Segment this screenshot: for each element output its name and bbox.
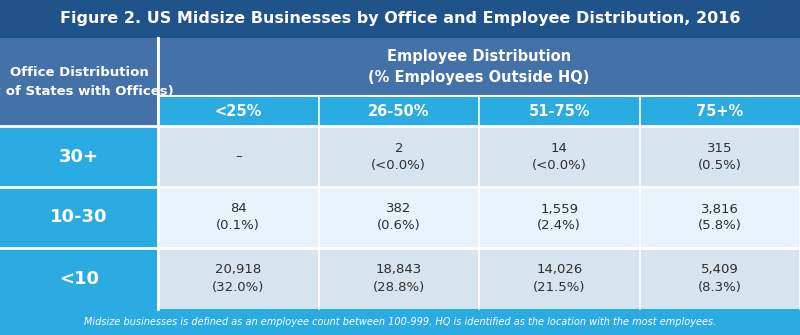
Text: 14
(<0.0%): 14 (<0.0%) <box>532 141 586 172</box>
Text: 1,559
(2.4%): 1,559 (2.4%) <box>538 202 581 232</box>
Bar <box>318 248 479 309</box>
Text: 382
(0.6%): 382 (0.6%) <box>377 202 421 232</box>
Text: 26-50%: 26-50% <box>368 104 430 119</box>
Text: –: – <box>235 150 242 163</box>
Text: 10-30: 10-30 <box>50 208 108 226</box>
Bar <box>158 38 800 96</box>
Text: 30+: 30+ <box>59 147 99 165</box>
Bar <box>158 248 318 309</box>
Text: 20,918
(32.0%): 20,918 (32.0%) <box>212 264 265 293</box>
Bar <box>639 96 800 126</box>
Text: Office Distribution
(# of States with Offices): Office Distribution (# of States with Of… <box>0 67 174 97</box>
Bar <box>639 187 800 248</box>
Text: Midsize businesses is defined as an employee count between 100-999. HQ is identi: Midsize businesses is defined as an empl… <box>84 317 716 327</box>
Text: 14,026
(21.5%): 14,026 (21.5%) <box>533 264 586 293</box>
Text: Employee Distribution
(% Employees Outside HQ): Employee Distribution (% Employees Outsi… <box>368 49 590 85</box>
Bar <box>0 126 158 187</box>
Bar <box>0 187 158 248</box>
Text: 5,409
(8.3%): 5,409 (8.3%) <box>698 264 742 293</box>
Bar <box>0 38 158 126</box>
Text: Figure 2. US Midsize Businesses by Office and Employee Distribution, 2016: Figure 2. US Midsize Businesses by Offic… <box>60 11 740 26</box>
Text: 315
(0.5%): 315 (0.5%) <box>698 141 742 172</box>
Text: 51-75%: 51-75% <box>529 104 590 119</box>
Bar <box>158 96 318 126</box>
Text: 18,843
(28.8%): 18,843 (28.8%) <box>373 264 425 293</box>
Bar <box>479 126 639 187</box>
Bar <box>479 96 639 126</box>
Text: 75+%: 75+% <box>696 104 743 119</box>
Text: <10: <10 <box>59 269 99 287</box>
Bar <box>158 187 318 248</box>
Bar <box>479 248 639 309</box>
Text: 2
(<0.0%): 2 (<0.0%) <box>371 141 426 172</box>
Bar <box>639 248 800 309</box>
Bar <box>0 0 800 38</box>
Text: <25%: <25% <box>214 104 262 119</box>
Bar <box>0 309 800 335</box>
Bar <box>479 187 639 248</box>
Bar <box>318 126 479 187</box>
Text: 84
(0.1%): 84 (0.1%) <box>216 202 260 232</box>
Bar <box>318 187 479 248</box>
Bar <box>639 126 800 187</box>
Bar <box>0 248 158 309</box>
Text: 3,816
(5.8%): 3,816 (5.8%) <box>698 202 742 232</box>
Bar <box>318 96 479 126</box>
Bar <box>158 126 318 187</box>
